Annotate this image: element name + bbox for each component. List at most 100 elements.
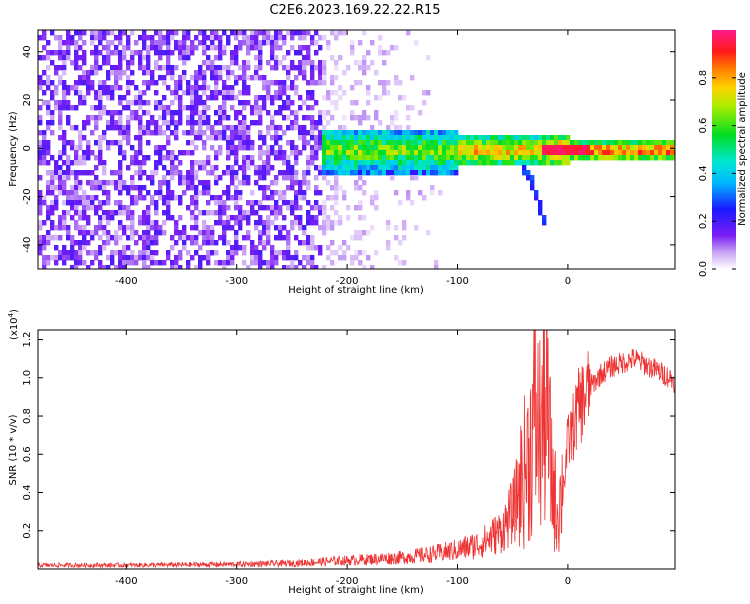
spectrogram-cell [138,135,143,141]
spectrogram-cell [254,45,259,51]
spectrogram-cell [370,265,375,269]
spectrogram-cell [486,155,491,161]
spectrogram-cell [182,245,187,251]
spectrogram-cell [54,175,59,181]
spectrogram-cell [130,110,135,116]
spectrogram-cell [150,175,155,181]
spectrogram-cell [358,260,363,266]
spectrogram-cell [134,260,139,266]
spectrogram-cell [98,50,103,56]
spectrogram-cell [658,140,663,146]
spectrogram-cell [78,45,83,51]
spectrogram-cell [222,100,227,106]
spectrogram-cell [110,180,115,186]
spectrogram-cell [198,230,203,236]
spectrogram-cell [82,80,87,86]
spectrogram-cell [326,120,331,126]
spectrogram-x-label: Height of straight line (km) [288,285,424,296]
spectrogram-cell [438,155,443,161]
spectrogram-cell [430,170,435,176]
spectrogram-cell [498,145,503,151]
x-tick-label: -300 [225,576,248,587]
spectrogram-cell [98,80,103,86]
spectrogram-cell [38,235,43,241]
spectrogram-cell [258,110,263,116]
spectrogram-cell [118,255,123,261]
spectrogram-cell [138,185,143,191]
colorbar-gradient [712,30,736,269]
spectrogram-cell [158,100,163,106]
x-tick-label: -200 [336,576,359,587]
spectrogram-cell [526,135,531,141]
spectrogram-cell [82,240,87,246]
spectrogram-cell [502,150,507,156]
spectrogram-cell [450,135,455,141]
spectrogram-cell [290,120,295,126]
spectrogram-cell [598,150,603,156]
spectrogram-cell [106,220,111,226]
spectrogram-cell [294,75,299,81]
spectrogram-cell [190,125,195,131]
spectrogram-cell [446,165,451,171]
spectrogram-cell [382,90,387,96]
spectrogram-cell [326,215,331,221]
spectrogram-cell [194,220,199,226]
spectrogram-cell [574,140,579,146]
spectrogram-cell [86,145,91,151]
spectrogram-cell [154,205,159,211]
spectrogram-cell [142,160,147,166]
spectrogram-cell [218,200,223,206]
spectrogram-cell [326,140,331,146]
spectrogram-cell [226,135,231,141]
spectrogram-cell [294,30,299,36]
spectrogram-cell [338,150,343,156]
spectrogram-cell [62,130,67,136]
spectrogram-cell [406,130,411,136]
spectrogram-cell [318,145,323,151]
spectrogram-cell [230,30,235,36]
spectrogram-cell [186,260,191,266]
spectrogram-cell [262,80,267,86]
spectrogram-cell [286,50,291,56]
spectrogram-cell [170,170,175,176]
spectrogram-cell [294,175,299,181]
spectrogram-cell [162,95,167,101]
spectrogram-cell [174,265,179,269]
spectrogram-cell [234,30,239,36]
spectrogram-cell [322,170,327,176]
spectrogram-cell [102,210,107,216]
spectrogram-cell [170,165,175,171]
spectrogram-cell [74,80,79,86]
spectrogram-cell [142,110,147,116]
spectrogram-cell [190,160,195,166]
spectrogram-cell [54,90,59,96]
spectrogram-cell [46,255,51,261]
spectrogram-cell [118,220,123,226]
spectrogram-cell [70,215,75,221]
spectrogram-cell [250,190,255,196]
spectrogram-cell [98,30,103,36]
spectrogram-cell [46,215,51,221]
spectrogram-cell [302,45,307,51]
spectrogram-cell [190,90,195,96]
spectrogram-cell [306,60,311,66]
spectrogram-cell [242,235,247,241]
spectrogram-cell [414,150,419,156]
spectrogram-cell [130,255,135,261]
spectrogram-cell [370,130,375,136]
spectrogram-cell [110,260,115,266]
spectrogram-cell [242,165,247,171]
spectrogram-cell [570,140,575,146]
spectrogram-cell [190,130,195,136]
x-tick-label: -400 [115,576,138,587]
spectrogram-cell [482,135,487,141]
spectrogram-cell [522,170,527,176]
spectrogram-cell [434,155,439,161]
spectrogram-cell [290,255,295,261]
spectrogram-cell [278,170,283,176]
spectrogram-cell [626,145,631,151]
spectrogram-cell [98,90,103,96]
spectrogram-cell [182,150,187,156]
spectrogram-cell [162,230,167,236]
spectrogram-cell [194,75,199,81]
